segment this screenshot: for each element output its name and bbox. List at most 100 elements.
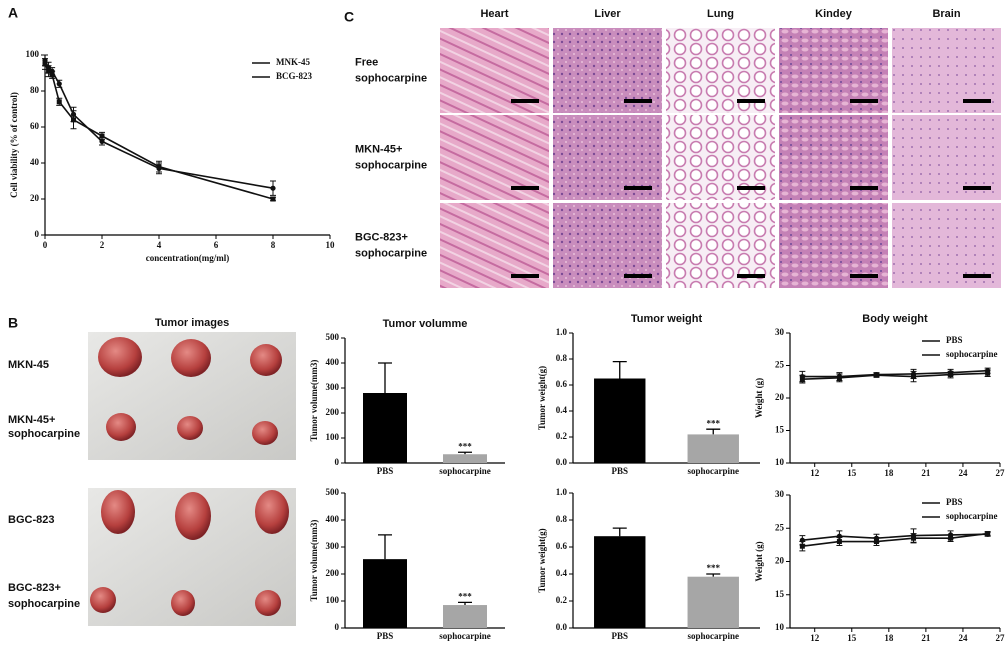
x-tick-label: 0 <box>43 240 48 250</box>
tissue-row-label: BGC-823+ <box>355 231 408 243</box>
y-tick-label: 25 <box>775 522 785 532</box>
scale-bar <box>963 99 991 103</box>
annotation: *** <box>458 591 472 601</box>
tissue-row-label: Free <box>355 56 378 68</box>
scale-bar <box>737 186 765 190</box>
y-axis-label: Tumor weight(g) <box>537 528 547 592</box>
bar <box>443 454 487 463</box>
panel-label: C <box>344 9 354 25</box>
bar <box>594 378 646 463</box>
scale-bar <box>624 99 652 103</box>
bar <box>363 393 407 463</box>
error-bar <box>378 534 392 560</box>
tissue-row-label: MKN-45+ <box>355 143 402 155</box>
x-tick-label: 2 <box>100 240 105 250</box>
tissue-row-label: sophocarpine <box>355 72 427 84</box>
y-tick-label: 0.6 <box>556 541 568 551</box>
y-tick-label: 25 <box>775 360 785 370</box>
x-tick-label: sophocarpine <box>687 466 739 476</box>
y-tick-label: 0.4 <box>556 405 568 415</box>
y-tick-label: 20 <box>30 193 40 203</box>
marker <box>948 535 954 541</box>
x-tick-label: 15 <box>847 633 857 643</box>
x-tick-label: 8 <box>271 240 276 250</box>
marker <box>799 543 805 549</box>
chart-title: Tumor volumme <box>383 318 468 330</box>
y-tick-label: 0.6 <box>556 379 568 389</box>
x-tick-label: sophocarpine <box>439 631 491 641</box>
x-tick-label: 12 <box>810 468 820 478</box>
chart-title: Tumor weight <box>631 313 703 325</box>
x-tick-label: PBS <box>611 466 628 476</box>
tissue-image <box>440 28 549 113</box>
error-bar <box>378 362 392 393</box>
tissue-image <box>553 115 662 200</box>
x-tick-label: 21 <box>921 468 931 478</box>
x-tick-label: 12 <box>810 633 820 643</box>
y-tick-label: 20 <box>775 392 785 402</box>
y-tick-label: 200 <box>326 407 340 417</box>
tissue-image <box>440 115 549 200</box>
y-tick-label: 0 <box>35 229 40 239</box>
marker <box>42 61 48 67</box>
y-tick-label: 15 <box>775 589 785 599</box>
panel-label: A <box>8 5 18 21</box>
marker <box>799 376 805 382</box>
x-tick-label: 10 <box>326 240 336 250</box>
y-axis-label: Tumor weight(g) <box>537 366 547 430</box>
bar <box>363 559 407 628</box>
y-tick-label: 30 <box>775 327 785 337</box>
scale-bar <box>511 186 539 190</box>
y-tick-label: 20 <box>775 556 785 566</box>
y-tick-label: 200 <box>326 568 340 578</box>
marker <box>49 72 55 78</box>
bar <box>687 434 739 463</box>
bar <box>687 576 739 628</box>
y-tick-label: 60 <box>30 121 40 131</box>
tissue-column-label: Lung <box>707 8 734 20</box>
y-axis-label: Tumor volume(mm3) <box>309 360 319 442</box>
legend-label: PBS <box>946 335 963 345</box>
y-tick-label: 400 <box>326 514 340 524</box>
error-bar <box>706 428 721 435</box>
marker <box>911 374 917 380</box>
x-tick-label: 15 <box>847 468 857 478</box>
tumor-row-label: MKN-45 <box>8 359 49 371</box>
marker <box>836 539 842 545</box>
x-axis-label: concentration(mg/ml) <box>146 253 229 263</box>
y-tick-label: 500 <box>326 332 340 342</box>
error-bar <box>458 601 472 606</box>
x-tick-label: 27 <box>996 633 1006 643</box>
scale-bar <box>850 186 878 190</box>
y-tick-label: 0.8 <box>556 353 568 363</box>
marker <box>270 185 276 191</box>
y-tick-label: 300 <box>326 541 340 551</box>
tissue-image <box>666 115 775 200</box>
tumor-row-label: BGC-823+ <box>8 582 61 594</box>
tissue-image <box>666 203 775 288</box>
x-tick-label: 18 <box>884 468 894 478</box>
marker <box>46 68 52 74</box>
x-tick-label: 4 <box>157 240 162 250</box>
y-tick-label: 0.4 <box>556 568 568 578</box>
marker <box>71 117 76 123</box>
marker <box>911 535 917 541</box>
tissue-image <box>666 28 775 113</box>
bar <box>443 605 487 628</box>
x-tick-label: PBS <box>377 631 394 641</box>
annotation: *** <box>707 563 721 573</box>
scale-bar <box>737 274 765 278</box>
x-tick-label: sophocarpine <box>439 466 491 476</box>
y-tick-label: 15 <box>775 425 785 435</box>
bar <box>594 536 646 628</box>
y-tick-label: 300 <box>326 382 340 392</box>
y-axis-label: Cell viability (% of control) <box>9 92 19 198</box>
y-tick-label: 500 <box>326 487 340 497</box>
series-line <box>802 533 988 542</box>
x-tick-label: PBS <box>377 466 394 476</box>
tumor-row-label: MKN-45+ <box>8 414 55 426</box>
tumors <box>90 337 289 616</box>
marker <box>270 196 276 202</box>
marker <box>56 99 62 105</box>
